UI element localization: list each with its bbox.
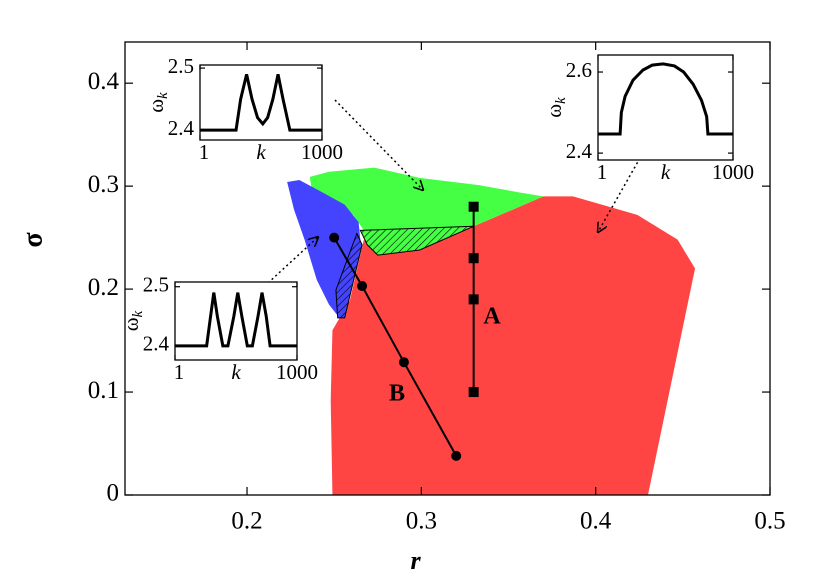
y-axis-subscript: k — [553, 97, 569, 104]
arrow — [598, 157, 641, 232]
plot-frame — [597, 54, 734, 161]
x-tick-label: 1000 — [712, 160, 754, 184]
series-line — [598, 62, 733, 136]
y-axis-label: ωk — [119, 310, 147, 331]
series-line — [175, 292, 297, 348]
x-axis-label: k — [256, 140, 266, 164]
x-axis-label: r — [410, 546, 421, 575]
marker — [357, 281, 368, 292]
marker — [468, 387, 479, 398]
series-line — [200, 73, 322, 132]
x-axis-label: k — [231, 360, 241, 384]
y-axis-symbol: ω — [144, 99, 168, 113]
y-tick-label: 0.4 — [88, 68, 120, 95]
x-tick-label: 0.3 — [406, 508, 437, 535]
main-plot: 0 0.1 0.2 0.3 0.4 0.2 0.3 0.4 0.5 r σ A B — [17, 41, 786, 575]
y-tick-label: 0.3 — [88, 171, 119, 198]
marker — [329, 232, 340, 243]
y-axis-label: ωk — [542, 97, 570, 118]
inset-background — [598, 55, 733, 160]
plot-frame — [174, 281, 298, 361]
plot-frame — [199, 64, 323, 141]
y-axis-subscript: k — [155, 92, 171, 99]
region-hatch — [359, 225, 474, 256]
arrows — [267, 99, 641, 284]
marker — [451, 450, 462, 461]
series-label: B — [389, 381, 405, 407]
x-tick-label: 1 — [174, 360, 185, 384]
x-tick-label: 1 — [199, 140, 210, 164]
x-tick-label: 0.2 — [231, 508, 262, 535]
y-axis-label: σ — [17, 232, 48, 248]
x-axis-label: k — [661, 160, 671, 184]
y-tick-label: 0.2 — [88, 274, 119, 301]
y-tick-label: 2.6 — [566, 58, 592, 82]
regions — [287, 167, 696, 495]
series-line — [333, 237, 458, 457]
arrow — [267, 237, 318, 284]
series-label: A — [483, 304, 501, 330]
y-tick-label: 0 — [107, 480, 120, 507]
y-axis-symbol: ω — [542, 104, 566, 118]
x-tick-label: 1000 — [301, 140, 343, 164]
y-tick-label: 2.5 — [143, 273, 169, 297]
region — [309, 167, 544, 231]
x-tick-label: 0.4 — [580, 508, 612, 535]
region — [330, 196, 696, 495]
y-tick-label: 2.5 — [168, 54, 194, 78]
y-tick-label: 2.4 — [168, 116, 195, 140]
y-tick-label: 0.1 — [88, 377, 119, 404]
arrow — [334, 99, 423, 190]
plot-frame — [124, 41, 771, 496]
y-tick-label: 2.4 — [566, 139, 593, 163]
x-tick-label: 0.5 — [754, 508, 785, 535]
region-hatch — [335, 232, 363, 319]
marker — [468, 253, 479, 264]
y-tick-label: 2.4 — [143, 332, 170, 356]
y-axis-label: ωk — [144, 92, 172, 113]
x-tick-label: 1000 — [276, 360, 318, 384]
y-axis-subscript: k — [130, 310, 146, 317]
marker — [398, 357, 409, 368]
inset-background — [175, 282, 297, 360]
inset-background — [200, 65, 322, 140]
marker — [468, 201, 479, 212]
marker — [468, 294, 479, 305]
x-tick-label: 1 — [597, 160, 608, 184]
y-axis-symbol: ω — [119, 317, 143, 331]
